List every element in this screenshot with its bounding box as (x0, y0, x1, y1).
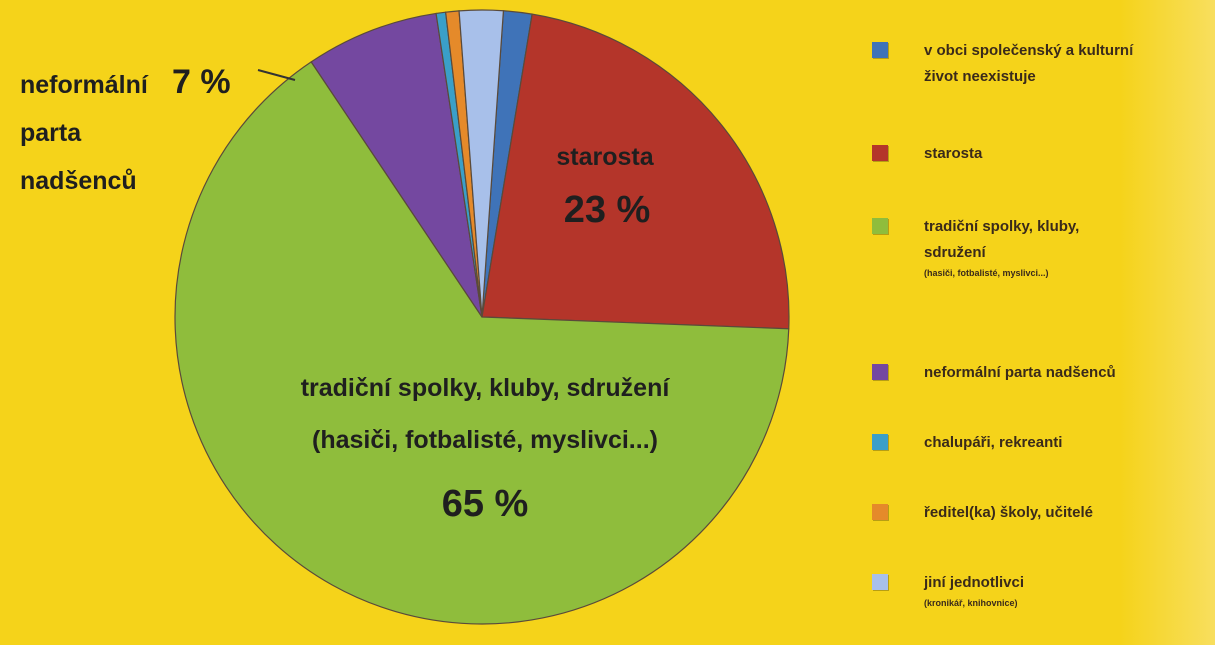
legend-label: v obci společenský a kulturní život neex… (924, 38, 1133, 90)
pie-slice-6 (458, 9, 505, 318)
legend-swatch (872, 42, 888, 58)
legend-label: chalupáři, rekreanti (924, 430, 1062, 456)
legend-label-sub: (kronikář, knihovnice) (924, 598, 1018, 608)
legend-item-neformalni: neformální parta nadšenců (872, 360, 1207, 386)
label-neformalni-pct: 7 % (172, 63, 231, 101)
label-tradicni-line1: tradiční spolky, kluby, sdružení (301, 374, 671, 402)
legend-label-line1: v obci společenský a kulturní (924, 42, 1134, 59)
legend-item-tradicni: tradiční spolky, kluby, sdružení (hasiči… (872, 214, 1207, 280)
legend-swatch (872, 504, 888, 520)
legend-label-sub: (hasiči, fotbalisté, myslivci...) (924, 268, 1049, 278)
legend-item-starosta: starosta (872, 141, 1207, 167)
legend-item-reditel: ředitel(ka) školy, učitelé (872, 500, 1207, 526)
legend-item-chalupari: chalupáři, rekreanti (872, 430, 1207, 456)
legend-item-jini: jiní jednotlivci (kronikář, knihovnice) (872, 570, 1207, 610)
label-neformalni-line1: neformální (20, 71, 149, 99)
legend-label-line1: starosta (924, 145, 983, 162)
legend-label-line2: život neexistuje (924, 68, 1036, 85)
label-neformalni-line2: parta (20, 119, 82, 147)
legend-label: tradiční spolky, kluby, sdružení (hasiči… (924, 214, 1079, 280)
legend-label-line2: sdružení (924, 244, 986, 261)
legend-item-neexistuje: v obci společenský a kulturní život neex… (872, 38, 1207, 90)
legend-label: ředitel(ka) školy, učitelé (924, 500, 1093, 526)
label-tradicni-line2: (hasiči, fotbalisté, myslivci...) (312, 426, 658, 454)
legend-swatch (872, 574, 888, 590)
pie-slice-2 (174, 61, 790, 625)
label-starosta-pct: 23 % (564, 189, 651, 231)
pie-slices (174, 9, 790, 625)
pie-slice-1 (481, 13, 790, 330)
legend-label-line1: chalupáři, rekreanti (924, 434, 1063, 451)
pie-slice-3 (310, 12, 483, 318)
legend-label-line1: jiní jednotlivci (924, 574, 1025, 591)
legend-swatch (872, 434, 888, 450)
legend-swatch (872, 364, 888, 380)
label-tradicni-pct: 65 % (442, 483, 529, 525)
legend-label-line1: tradiční spolky, kluby, (924, 218, 1080, 235)
legend-label-line1: ředitel(ka) školy, učitelé (924, 504, 1093, 521)
legend-label: starosta (924, 141, 982, 167)
legend-label-line1: neformální parta nadšenců (924, 364, 1116, 381)
legend-swatch (872, 218, 888, 234)
label-neformalni-line3: nadšenců (20, 167, 137, 195)
leader-line (257, 69, 296, 81)
legend-swatch (872, 145, 888, 161)
label-starosta-name: starosta (556, 143, 654, 171)
legend-label: neformální parta nadšenců (924, 360, 1116, 386)
legend-label: jiní jednotlivci (kronikář, knihovnice) (924, 570, 1024, 610)
